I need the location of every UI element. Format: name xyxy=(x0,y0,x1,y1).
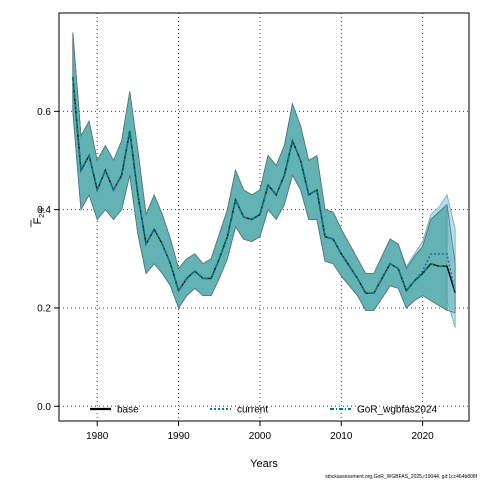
y-tick-label-2: 0.4 xyxy=(37,205,51,216)
series-line-gor xyxy=(72,76,448,294)
x-axis: 1980 1990 2000 2010 2020 xyxy=(86,421,434,442)
x-tick-label-3: 2010 xyxy=(330,431,353,442)
confidence-bands xyxy=(72,32,456,328)
y-axis-title-sub: 2-6 xyxy=(39,207,46,217)
series-lines xyxy=(72,76,456,294)
legend-label-current: current xyxy=(237,405,268,416)
footnote: stockassessment.org,GoR_WGBFAS_2025,r190… xyxy=(325,474,477,480)
svg-text:F2-6: F2-6 xyxy=(32,207,46,224)
legend-label-gor: GoR_wgbfas2024 xyxy=(357,405,437,416)
y-tick-label-1: 0.2 xyxy=(37,303,51,314)
y-axis-title: F2-6 xyxy=(30,207,46,227)
x-tick-label-0: 1980 xyxy=(86,431,109,442)
x-tick-label-2: 2000 xyxy=(249,431,272,442)
legend: base current GoR_wgbfas2024 xyxy=(90,405,437,416)
y-tick-label-0: 0.0 xyxy=(37,402,51,413)
legend-label-base: base xyxy=(117,405,139,416)
y-tick-label-3: 0.6 xyxy=(37,107,51,118)
x-tick-label-1: 1990 xyxy=(167,431,190,442)
x-tick-label-4: 2020 xyxy=(412,431,435,442)
plot-frame xyxy=(58,12,470,422)
y-axis-title-main: F xyxy=(32,217,44,224)
x-axis-title: Years xyxy=(250,458,278,470)
y-axis: 0.0 0.2 0.4 0.6 xyxy=(37,107,59,413)
series-line-current xyxy=(72,76,456,294)
band-base xyxy=(72,32,456,314)
